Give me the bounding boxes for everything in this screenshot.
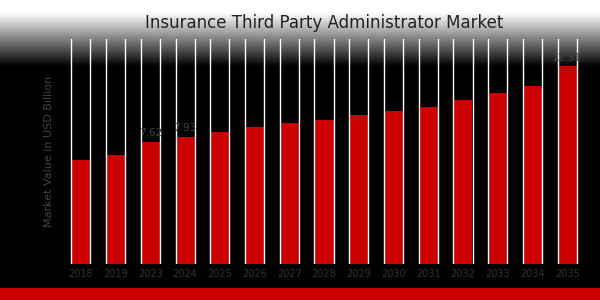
Text: 12.31: 12.31 (552, 53, 582, 63)
Bar (557, 66, 577, 264)
Bar (384, 110, 403, 264)
Bar (314, 120, 334, 264)
Bar (419, 106, 438, 264)
Bar (210, 132, 229, 264)
Bar (454, 100, 473, 264)
Bar (523, 85, 542, 264)
Text: 7.62: 7.62 (139, 128, 162, 138)
Bar (245, 127, 264, 264)
Bar (71, 160, 91, 264)
Bar (106, 155, 125, 264)
Bar (176, 136, 194, 264)
Bar (280, 123, 299, 264)
Bar (141, 142, 160, 264)
Bar (349, 115, 368, 264)
Title: Insurance Third Party Administrator Market: Insurance Third Party Administrator Mark… (145, 14, 503, 32)
Y-axis label: Market Value in USD Billion: Market Value in USD Billion (44, 76, 55, 227)
Text: 7.93: 7.93 (173, 123, 197, 133)
Bar (488, 93, 507, 264)
